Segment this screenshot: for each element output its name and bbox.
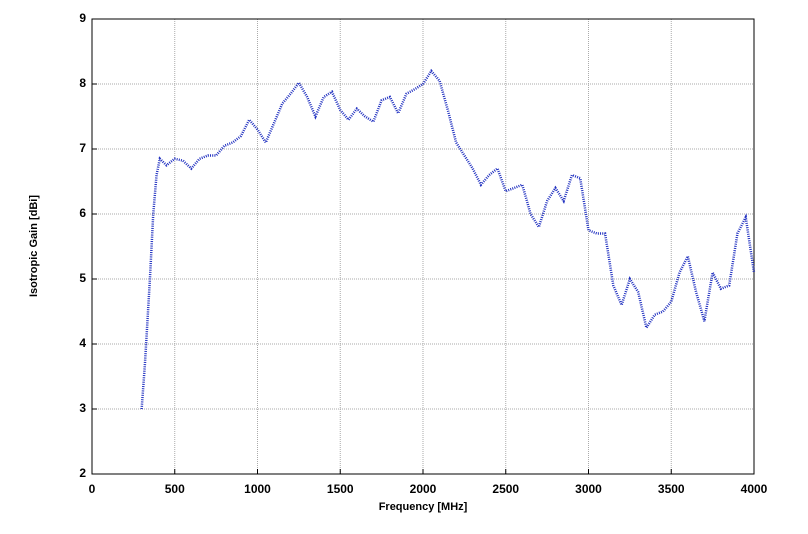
x-tick-label: 3500	[658, 482, 685, 496]
x-tick-label: 2000	[410, 482, 437, 496]
x-tick-label: 1000	[244, 482, 271, 496]
x-tick-label: 500	[165, 482, 185, 496]
y-tick-label: 2	[79, 466, 86, 480]
x-tick-label: 4000	[741, 482, 768, 496]
y-tick-label: 4	[79, 336, 86, 350]
y-tick-label: 7	[79, 141, 86, 155]
y-tick-label: 8	[79, 76, 86, 90]
y-tick-label: 3	[79, 401, 86, 415]
plot-frame	[91, 18, 755, 475]
y-axis-label: Isotropic Gain [dBi]	[28, 195, 40, 297]
y-tick-label: 6	[79, 206, 86, 220]
x-tick-label: 2500	[492, 482, 519, 496]
y-tick-label: 5	[79, 271, 86, 285]
x-tick-label: 3000	[575, 482, 602, 496]
y-tick-label: 9	[79, 11, 86, 25]
x-tick-label: 1500	[327, 482, 354, 496]
x-axis-label: Frequency [MHz]	[379, 501, 468, 513]
data-line	[140, 68, 756, 410]
x-tick-label: 0	[89, 482, 96, 496]
